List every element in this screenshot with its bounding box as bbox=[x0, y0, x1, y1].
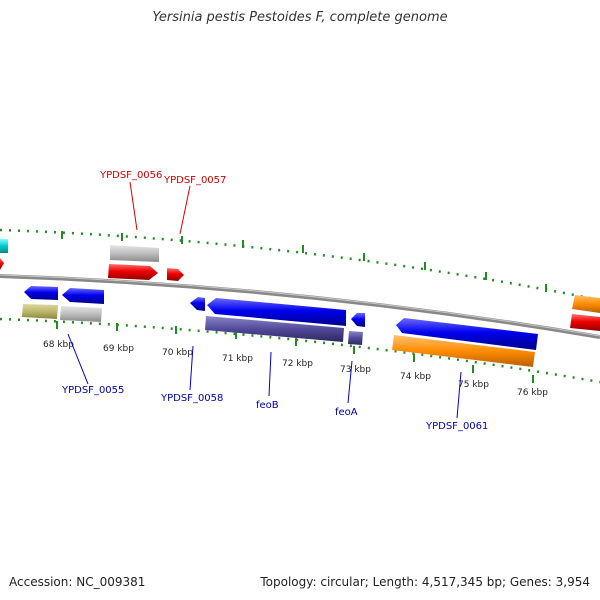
gene-feature-purple-feoB bbox=[205, 316, 344, 342]
cds-arrow-blue-1 bbox=[24, 286, 58, 300]
tick-label: 75 kbp bbox=[458, 380, 489, 390]
callout-line-0058 bbox=[189, 345, 194, 391]
gene-label-top: YPDSF_0056 bbox=[99, 170, 162, 181]
cds-arrow-red-right bbox=[570, 314, 600, 331]
callout-line-feoB bbox=[268, 351, 272, 397]
callout-line-0061 bbox=[456, 371, 462, 419]
gene-feature-purple-feoA bbox=[348, 331, 363, 345]
gene-label-bottom: feoA bbox=[335, 407, 358, 418]
gene-feature-olive bbox=[22, 304, 58, 319]
gene-label-bottom: feoB bbox=[256, 400, 279, 411]
gene-label-bottom: YPDSF_0061 bbox=[425, 421, 488, 432]
cds-arrow-blue-feoB bbox=[207, 298, 346, 326]
accession-text: Accession: NC_009381 bbox=[9, 575, 146, 589]
cds-arrow-blue-2 bbox=[62, 288, 104, 304]
map-title: Yersinia pestis Pestoides F, complete ge… bbox=[152, 10, 448, 25]
upper-major-ticks bbox=[61, 231, 547, 292]
gene-feature-gray-lower bbox=[60, 306, 102, 322]
cds-arrow-red-edge bbox=[0, 258, 4, 270]
callout-line-0057 bbox=[179, 185, 191, 235]
cds-arrow-blue-feoA bbox=[351, 313, 365, 327]
lower-major-ticks bbox=[56, 321, 534, 383]
gene-feature-orange-0061 bbox=[392, 335, 535, 367]
cds-arrow-blue-3 bbox=[190, 297, 205, 311]
topology-text: Topology: circular; Length: 4,517,345 bp… bbox=[260, 575, 590, 589]
tick-label: 71 kbp bbox=[222, 354, 253, 364]
gene-feature-cyan bbox=[0, 239, 8, 253]
tick-label: 73 kbp bbox=[340, 365, 371, 375]
gene-label-bottom: YPDSF_0055 bbox=[61, 385, 124, 396]
callout-line-feoA bbox=[347, 360, 353, 404]
cds-arrow-red-0057 bbox=[167, 268, 184, 281]
tick-label: 68 kbp bbox=[43, 340, 74, 350]
cds-arrow-red-0056 bbox=[108, 264, 158, 280]
genome-backbone bbox=[0, 274, 600, 339]
callout-line-0055 bbox=[67, 333, 89, 385]
gene-label-bottom: YPDSF_0058 bbox=[160, 393, 223, 404]
tick-label: 72 kbp bbox=[282, 359, 313, 369]
tick-label: 74 kbp bbox=[400, 372, 431, 382]
tick-label: 70 kbp bbox=[162, 348, 193, 358]
gene-label-top: YPDSF_0057 bbox=[163, 175, 226, 186]
callout-line-0056 bbox=[129, 181, 138, 231]
tick-label: 69 kbp bbox=[103, 344, 134, 354]
cds-arrow-blue-0061 bbox=[396, 318, 538, 350]
gene-feature-gray-upper bbox=[110, 245, 159, 262]
gene-feature-orange-right bbox=[572, 295, 600, 313]
tick-label: 76 kbp bbox=[517, 388, 548, 398]
